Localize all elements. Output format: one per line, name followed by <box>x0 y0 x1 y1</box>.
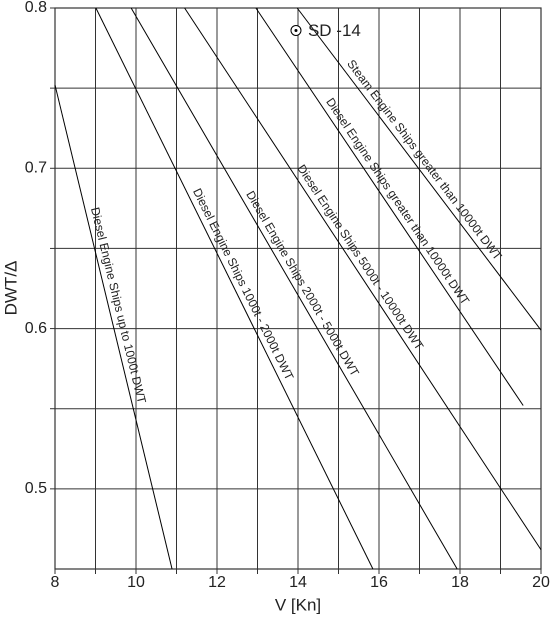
series-line <box>95 7 374 570</box>
series-label: Diesel Engine Ships 1000t - 2000t DWT <box>190 186 297 383</box>
x-tick-label: 20 <box>532 574 550 591</box>
series-label: Diesel Engine Ships 5000t - 10000t DWT <box>294 162 426 353</box>
series-line <box>296 7 542 331</box>
point-label: SD -14 <box>308 21 361 40</box>
x-tick-label: 12 <box>208 574 226 591</box>
series-label: Diesel Engine Ships 2000t - 5000t DWT <box>243 188 362 379</box>
y-axis-label: DWT/Δ <box>1 261 20 316</box>
y-tick-label: 0.7 <box>25 160 47 177</box>
x-axis-label: V [Kn] <box>275 595 321 614</box>
x-tick-label: 16 <box>370 574 388 591</box>
x-tick-label: 18 <box>451 574 469 591</box>
x-tick-label: 10 <box>127 574 145 591</box>
y-tick-label: 0.6 <box>25 320 47 337</box>
series-line <box>255 7 524 406</box>
y-tick-label: 0.5 <box>25 480 47 497</box>
plot-frame <box>54 7 542 570</box>
x-tick-label: 8 <box>51 574 60 591</box>
series-line <box>130 7 458 570</box>
series-label: Diesel Engine Ships up to 1000t DWT <box>88 206 149 406</box>
series-line <box>184 7 542 551</box>
series-line <box>54 84 173 570</box>
y-tick-label: 0.8 <box>25 0 47 16</box>
x-tick-label: 14 <box>289 574 307 591</box>
data-point-dot <box>294 28 298 32</box>
